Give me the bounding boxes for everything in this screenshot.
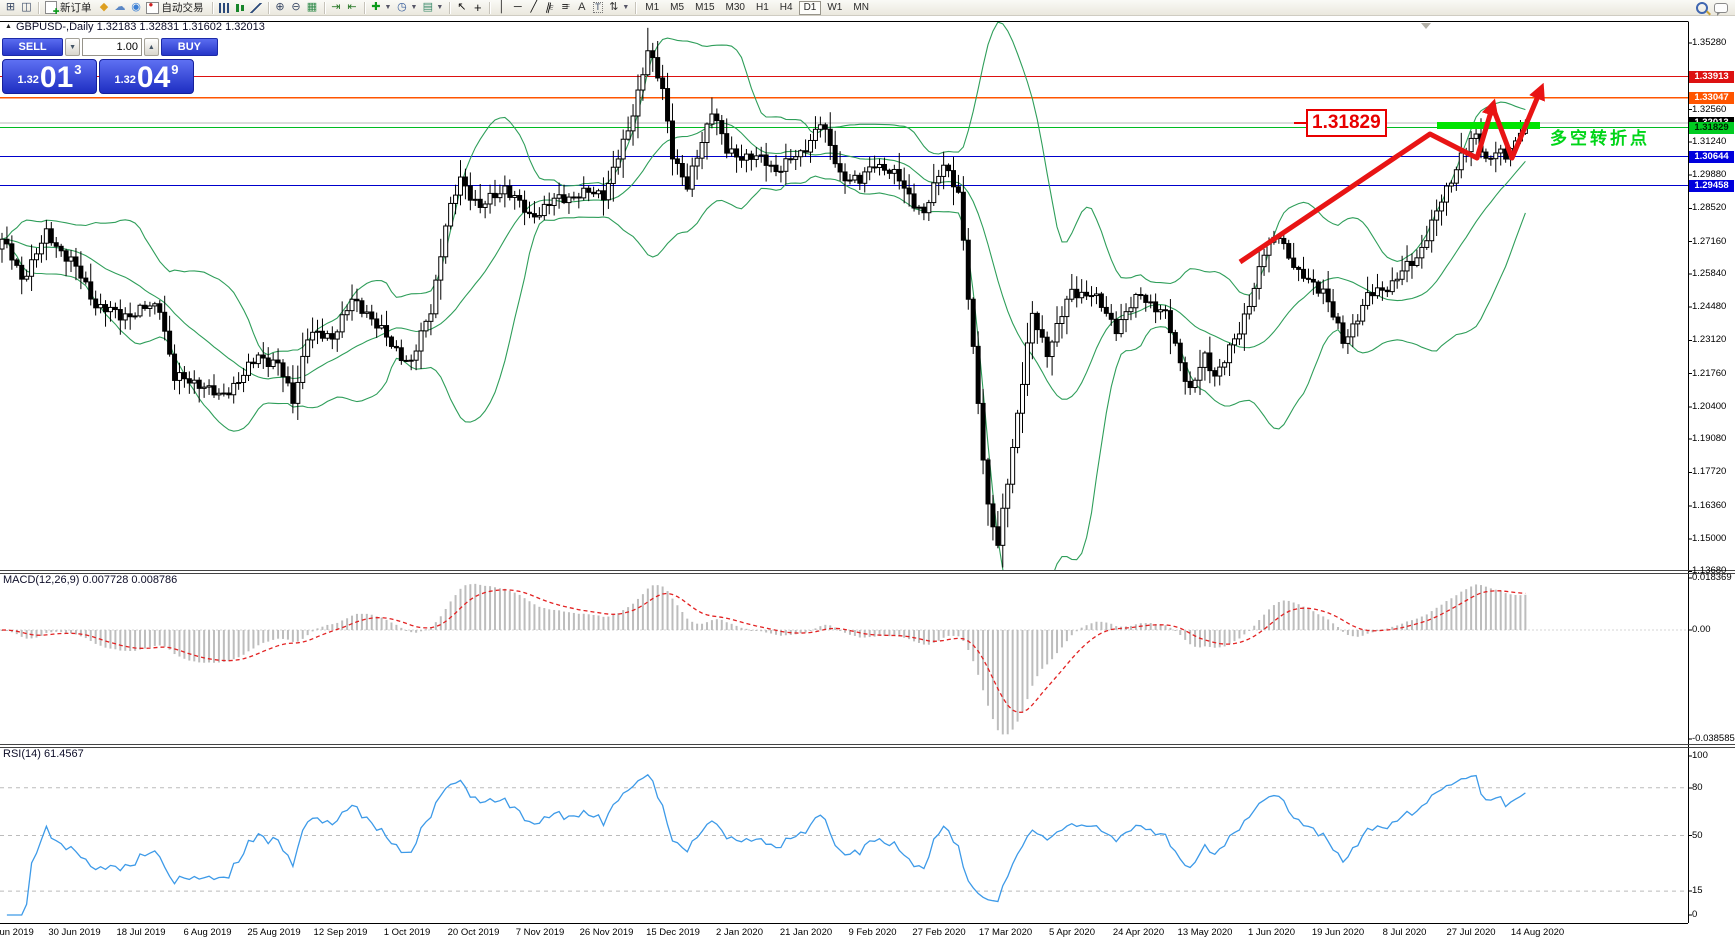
- candlestick-chart-icon[interactable]: [233, 1, 248, 15]
- crosshair-icon[interactable]: +: [474, 0, 482, 15]
- macd-indicator-label: MACD(12,26,9) 0.007728 0.008786: [3, 574, 178, 586]
- ask-price-big: 04: [136, 61, 171, 94]
- metaeditor-icon[interactable]: ◆: [99, 1, 109, 13]
- turning-point-note: 多空转折点: [1550, 129, 1650, 148]
- signals-icon[interactable]: ◉: [131, 1, 141, 13]
- ask-price-pip: 9: [171, 62, 179, 77]
- timeframe-button-m1[interactable]: M1: [645, 1, 660, 13]
- zoom-out-icon[interactable]: ⊖: [291, 1, 301, 13]
- toolbar-separator: [267, 1, 269, 14]
- rsi-indicator-label: RSI(14) 61.4567: [3, 748, 84, 760]
- fibonacci-icon[interactable]: ≡ F: [561, 1, 570, 13]
- toolbar-separator: [363, 1, 365, 14]
- new-chart-icon[interactable]: ⊞: [5, 1, 16, 13]
- chart-shift-icon[interactable]: ⇤: [347, 1, 357, 13]
- chart-title-text: GBPUSD-,Daily 1.32183 1.32831 1.31602 1.…: [15, 21, 265, 33]
- periods-dropdown-icon[interactable]: ▼: [410, 4, 418, 11]
- timeframe-button-m5[interactable]: M5: [670, 1, 685, 13]
- timeframe-button-h4[interactable]: H4: [779, 1, 793, 13]
- ask-price-prefix: 1.32: [114, 74, 136, 86]
- bar-chart-icon[interactable]: [217, 1, 232, 15]
- periods-icon[interactable]: ◷: [397, 1, 407, 13]
- one-click-trading-panel: SELL ▼ ▲ BUY 1.32 01 3 1.32 04 9: [2, 38, 218, 94]
- volume-input[interactable]: [81, 38, 142, 56]
- toolbar: ⊞ ◫ 新订单 ◆ ☁ ◉ 自动交易 ⊕ ⊖ ▦ ⇥ ⇤ ✚ ▼ ◷ ▼ ▤ ▼…: [0, 0, 1735, 16]
- price-annotation-box: 1.31829: [1294, 109, 1387, 137]
- timeframe-button-mn[interactable]: MN: [853, 1, 869, 13]
- auto-trading-button[interactable]: 自动交易: [161, 2, 204, 14]
- indicators-dropdown-icon[interactable]: ▼: [384, 4, 392, 11]
- buy-quote-button[interactable]: 1.32 04 9: [99, 59, 194, 94]
- equidistant-channel-icon[interactable]: ∥ E: [544, 0, 555, 14]
- chat-icon[interactable]: [1714, 2, 1728, 16]
- order-options-dropdown[interactable]: ▼: [65, 38, 80, 56]
- cursor-icon[interactable]: ↖: [457, 1, 467, 13]
- chart-title: ▲ GBPUSD-,Daily 1.32183 1.32831 1.31602 1…: [5, 21, 265, 33]
- symbol-collapse-icon[interactable]: ▲: [5, 23, 12, 30]
- toolbar-separator: [635, 1, 637, 14]
- new-order-icon[interactable]: [43, 1, 60, 16]
- timeframe-button-w1[interactable]: W1: [827, 1, 843, 13]
- sell-quote-button[interactable]: 1.32 01 3: [2, 59, 97, 94]
- vertical-line-icon[interactable]: │: [498, 1, 506, 13]
- toolbar-separator: [489, 1, 491, 14]
- sell-button[interactable]: SELL: [2, 38, 64, 56]
- text-icon[interactable]: A: [578, 1, 586, 13]
- templates-icon[interactable]: ▤: [422, 1, 434, 13]
- arrows-icon[interactable]: ⇅: [609, 1, 619, 13]
- horizontal-line-icon[interactable]: ─: [513, 1, 522, 13]
- auto-trading-icon[interactable]: [145, 1, 160, 15]
- bid-price-pip: 3: [74, 62, 82, 77]
- text-label-icon[interactable]: T: [593, 2, 603, 13]
- zoom-in-icon[interactable]: ⊕: [275, 1, 285, 13]
- line-chart-icon[interactable]: [249, 1, 264, 15]
- tile-windows-icon[interactable]: ▦: [306, 1, 318, 13]
- toolbar-separator: [211, 1, 213, 14]
- bid-price-big: 01: [39, 61, 74, 94]
- templates-dropdown-icon[interactable]: ▼: [436, 4, 444, 11]
- buy-button[interactable]: BUY: [160, 38, 218, 56]
- bid-price-prefix: 1.32: [17, 74, 39, 86]
- community-icon[interactable]: ☁: [114, 1, 126, 13]
- indicators-icon[interactable]: ✚: [371, 1, 381, 13]
- timeframe-button-h1[interactable]: H1: [755, 1, 769, 13]
- new-order-button[interactable]: 新订单: [60, 2, 92, 14]
- toolbar-separator: [323, 1, 325, 14]
- chart-shift-marker[interactable]: [1421, 23, 1431, 29]
- toolbar-separator: [38, 1, 39, 14]
- arrows-dropdown-icon[interactable]: ▼: [622, 4, 630, 11]
- timeframe-button-m15[interactable]: M15: [695, 1, 715, 13]
- profiles-icon[interactable]: ◫: [21, 1, 32, 13]
- auto-scroll-icon[interactable]: ⇥: [331, 1, 341, 13]
- timeframe-button-d1[interactable]: D1: [798, 0, 822, 15]
- volume-spinner[interactable]: ▲: [143, 38, 159, 56]
- toolbar-separator: [449, 1, 451, 14]
- timeframe-button-m30[interactable]: M30: [725, 1, 745, 13]
- search-icon[interactable]: [1696, 1, 1708, 14]
- trendline-icon[interactable]: ╱: [530, 1, 538, 13]
